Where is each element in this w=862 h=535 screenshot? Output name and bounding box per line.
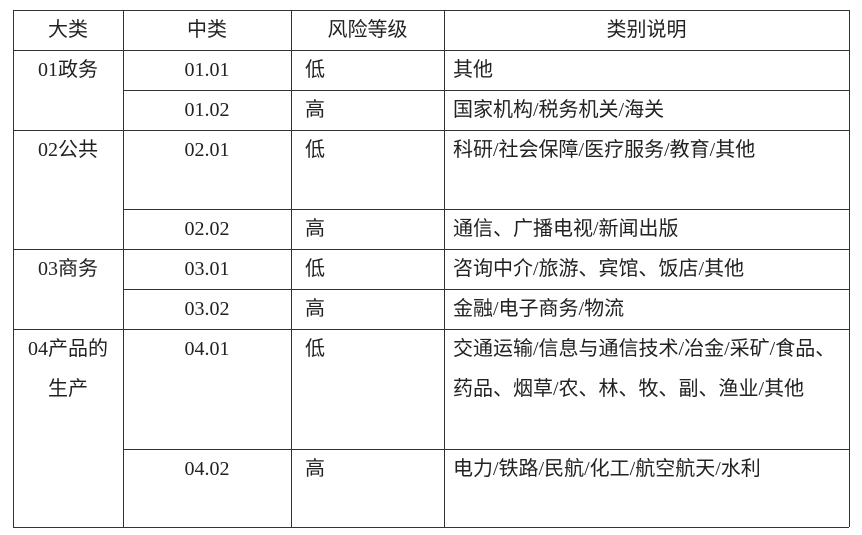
risk-cell: 低 <box>305 338 325 360</box>
risk-cell: 低 <box>305 139 325 161</box>
table-top-border <box>13 10 849 11</box>
category-cell: 03商务 <box>38 258 98 280</box>
category-cell: 01政务 <box>38 59 98 81</box>
description-cell: 交通运输/信息与通信技术/冶金/采矿/食品、药品、烟草/农、林、牧、副、渔业/其… <box>453 338 836 400</box>
description-cell: 通信、广播电视/新闻出版 <box>453 218 679 240</box>
risk-cell: 高 <box>305 99 325 121</box>
description-cell: 咨询中介/旅游、宾馆、饭店/其他 <box>453 258 745 280</box>
risk-cell: 低 <box>305 59 325 81</box>
risk-cell: 高 <box>305 298 325 320</box>
column-header: 大类 <box>48 19 88 41</box>
code-cell: 04.02 <box>184 458 230 480</box>
category-cell: 04产品的生产 <box>28 338 108 400</box>
column-header: 风险等级 <box>327 19 408 41</box>
column-header: 类别说明 <box>606 19 687 41</box>
column-header: 中类 <box>187 19 227 41</box>
row-border <box>13 329 849 330</box>
code-cell: 02.01 <box>184 139 230 161</box>
code-cell: 01.02 <box>184 99 230 121</box>
row-border <box>123 449 849 450</box>
code-cell: 03.02 <box>184 298 230 320</box>
row-border <box>13 527 849 528</box>
header-bottom-border <box>13 50 849 51</box>
column-border <box>123 10 124 527</box>
row-border <box>123 289 849 290</box>
column-border <box>13 10 14 527</box>
code-cell: 01.01 <box>184 59 230 81</box>
description-cell: 金融/电子商务/物流 <box>453 298 625 320</box>
code-cell: 02.02 <box>184 218 230 240</box>
row-border <box>13 130 849 131</box>
column-border <box>444 10 445 527</box>
code-cell: 04.01 <box>184 338 230 360</box>
description-cell: 国家机构/税务机关/海关 <box>453 99 665 121</box>
code-cell: 03.01 <box>184 258 230 280</box>
row-border <box>123 90 849 91</box>
description-cell: 其他 <box>453 59 493 81</box>
row-border <box>13 249 849 250</box>
column-border <box>849 10 850 527</box>
row-border <box>123 209 849 210</box>
description-cell: 科研/社会保障/医疗服务/教育/其他 <box>453 139 756 161</box>
description-cell: 电力/铁路/民航/化工/航空航天/水利 <box>453 458 761 480</box>
risk-cell: 高 <box>305 218 325 240</box>
column-border <box>291 10 292 527</box>
category-cell: 02公共 <box>38 139 98 161</box>
risk-cell: 高 <box>305 458 325 480</box>
risk-cell: 低 <box>305 258 325 280</box>
